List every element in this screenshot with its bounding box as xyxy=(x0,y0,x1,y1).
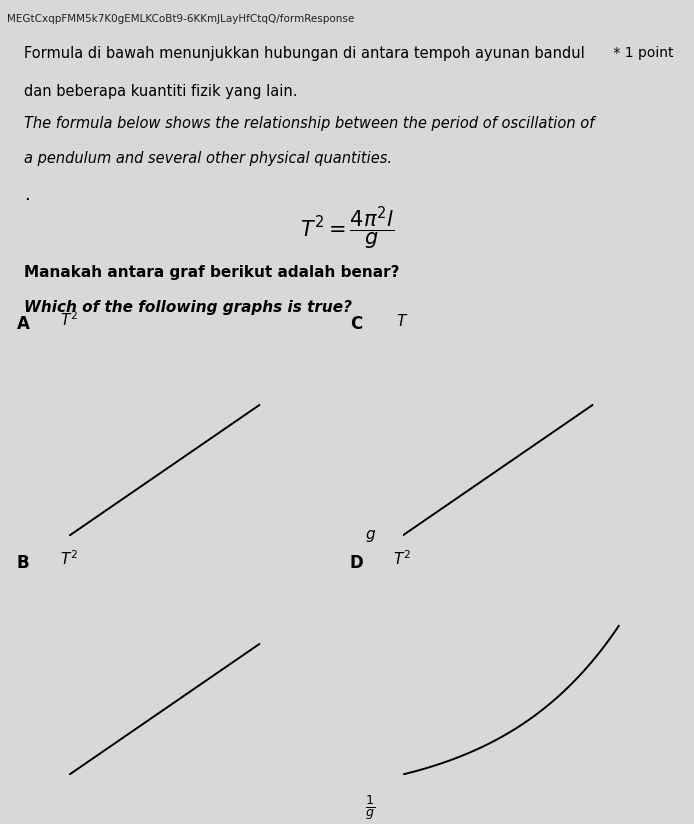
Text: $T$: $T$ xyxy=(396,313,409,329)
Text: $T^2 = \dfrac{4\pi^2 l}{g}$: $T^2 = \dfrac{4\pi^2 l}{g}$ xyxy=(300,204,394,251)
Text: MEGtCxqpFMM5k7K0gEMLKCoBt9-6KKmJLayHfCtqQ/formResponse: MEGtCxqpFMM5k7K0gEMLKCoBt9-6KKmJLayHfCtq… xyxy=(7,13,354,24)
Text: C: C xyxy=(350,315,362,333)
Text: a pendulum and several other physical quantities.: a pendulum and several other physical qu… xyxy=(24,151,392,166)
Text: $T^2$: $T^2$ xyxy=(60,550,78,568)
Text: $\frac{1}{g}$: $\frac{1}{g}$ xyxy=(365,793,375,822)
Text: Formula di bawah menunjukkan hubungan di antara tempoh ayunan bandul: Formula di bawah menunjukkan hubungan di… xyxy=(24,46,585,61)
Text: B: B xyxy=(17,554,29,572)
Text: A: A xyxy=(17,315,30,333)
Text: dan beberapa kuantiti fizik yang lain.: dan beberapa kuantiti fizik yang lain. xyxy=(24,84,298,99)
Text: $T^2$: $T^2$ xyxy=(393,550,412,568)
Text: The formula below shows the relationship between the period of oscillation of: The formula below shows the relationship… xyxy=(24,116,595,131)
Text: .: . xyxy=(24,186,30,204)
Text: $T^2$: $T^2$ xyxy=(60,311,78,329)
Text: D: D xyxy=(350,554,364,572)
Text: * 1 point: * 1 point xyxy=(609,46,673,60)
Text: Manakah antara graf berikut adalah benar?: Manakah antara graf berikut adalah benar… xyxy=(24,265,400,280)
Text: Which of the following graphs is true?: Which of the following graphs is true? xyxy=(24,301,353,316)
Text: $g$: $g$ xyxy=(365,527,376,544)
